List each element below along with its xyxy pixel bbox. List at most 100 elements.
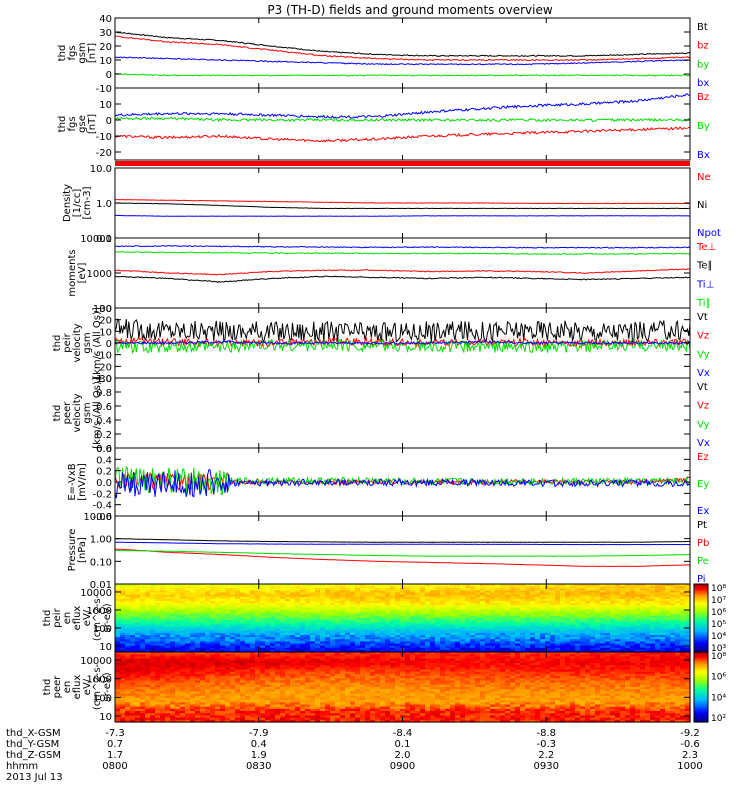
heatmap-cell xyxy=(370,654,376,657)
heatmap-cell xyxy=(225,603,231,606)
heatmap-cell xyxy=(685,649,691,653)
heatmap-cell xyxy=(275,603,281,606)
heatmap-cell xyxy=(485,605,491,608)
heatmap-cell xyxy=(460,658,466,662)
heatmap-cell xyxy=(130,613,136,617)
heatmap-cell xyxy=(680,660,686,664)
heatmap-cell xyxy=(270,613,276,617)
heatmap-cell xyxy=(375,628,381,632)
heatmap-cell xyxy=(435,601,441,604)
heatmap-cell xyxy=(270,609,276,613)
heatmap-cell xyxy=(580,635,586,638)
heatmap-cell xyxy=(585,584,591,587)
heatmap-cell xyxy=(250,645,256,649)
heatmap-cell xyxy=(235,662,241,666)
heatmap-cell xyxy=(515,605,521,608)
heatmap-cell xyxy=(625,639,631,642)
heatmap-cell xyxy=(120,588,126,591)
heatmap-cell xyxy=(355,603,361,606)
heatmap-cell xyxy=(425,658,431,662)
heatmap-cell xyxy=(330,630,336,634)
heatmap-cell xyxy=(165,662,171,666)
heatmap-cell xyxy=(330,605,336,608)
heatmap-cell xyxy=(685,639,691,642)
panel-frame xyxy=(114,377,691,449)
heatmap-cell xyxy=(500,618,506,621)
heatmap-cell xyxy=(180,632,186,636)
heatmap-cell xyxy=(490,641,496,645)
heatmap-cell xyxy=(520,615,526,619)
heatmap-cell xyxy=(280,609,286,613)
heatmap-cell xyxy=(175,635,181,638)
heatmap-cell xyxy=(630,645,636,649)
heatmap-cell xyxy=(160,630,166,634)
heatmap-cell xyxy=(375,620,381,623)
heatmap-cell xyxy=(385,658,391,662)
heatmap-cell xyxy=(215,620,221,623)
heatmap-cell xyxy=(450,658,456,662)
heatmap-cell xyxy=(120,647,126,651)
heatmap-cell xyxy=(525,609,531,613)
heatmap-cell xyxy=(590,598,596,602)
heatmap-cell xyxy=(490,645,496,649)
heatmap-cell xyxy=(240,598,246,602)
heatmap-cell xyxy=(505,630,511,634)
heatmap-cell xyxy=(185,613,191,617)
heatmap-cell xyxy=(490,596,496,600)
heatmap-cell xyxy=(630,658,636,662)
heatmap-cell xyxy=(610,645,616,649)
heatmap-cell xyxy=(335,588,341,591)
heatmap-cell xyxy=(330,637,336,640)
heatmap-cell xyxy=(535,660,541,664)
heatmap-cell xyxy=(480,645,486,649)
heatmap-cell xyxy=(475,654,481,657)
heatmap-cell xyxy=(655,611,661,615)
heatmap-cell xyxy=(275,643,281,647)
heatmap-cell xyxy=(540,588,546,591)
heatmap-cell xyxy=(375,654,381,657)
heatmap-cell xyxy=(275,592,281,596)
heatmap-cell xyxy=(455,662,461,666)
heatmap-cell xyxy=(265,665,271,668)
heatmap-cell xyxy=(465,654,471,657)
heatmap-cell xyxy=(370,624,376,628)
heatmap-cell xyxy=(185,662,191,666)
heatmap-cell xyxy=(245,635,251,638)
heatmap-cell xyxy=(675,645,681,649)
heatmap-cell xyxy=(555,592,561,596)
heatmap-cell xyxy=(425,626,431,630)
heatmap-cell xyxy=(335,624,341,628)
heatmap-cell xyxy=(245,588,251,591)
heatmap-cell xyxy=(685,628,691,632)
heatmap-cell xyxy=(145,643,151,647)
heatmap-cell xyxy=(140,618,146,621)
heatmap-cell xyxy=(530,596,536,600)
heatmap-cell xyxy=(140,647,146,651)
heatmap-cell xyxy=(350,609,356,613)
heatmap-cell xyxy=(365,645,371,649)
heatmap-cell xyxy=(635,639,641,642)
heatmap-cell xyxy=(620,630,626,634)
heatmap-cell xyxy=(210,624,216,628)
heatmap-cell xyxy=(505,594,511,598)
heatmap-cell xyxy=(240,586,246,589)
heatmap-cell xyxy=(210,665,216,668)
heatmap-cell xyxy=(450,607,456,611)
heatmap-cell xyxy=(500,667,506,671)
heatmap-cell xyxy=(200,645,206,649)
colorbar-swatch xyxy=(694,590,708,594)
heatmap-cell xyxy=(275,626,281,630)
heatmap-cell xyxy=(220,637,226,640)
y-tick-label: 10.0 xyxy=(90,164,112,175)
y-tick-label: 10.00 xyxy=(83,512,112,523)
heatmap-cell xyxy=(525,586,531,589)
heatmap-cell xyxy=(300,607,306,611)
heatmap-cell xyxy=(145,628,151,632)
heatmap-cell xyxy=(115,667,121,671)
heatmap-cell xyxy=(295,586,301,589)
heatmap-cell xyxy=(640,596,646,600)
heatmap-cell xyxy=(185,594,191,598)
heatmap-cell xyxy=(315,635,321,638)
heatmap-cell xyxy=(165,586,171,589)
heatmap-cell xyxy=(330,620,336,623)
